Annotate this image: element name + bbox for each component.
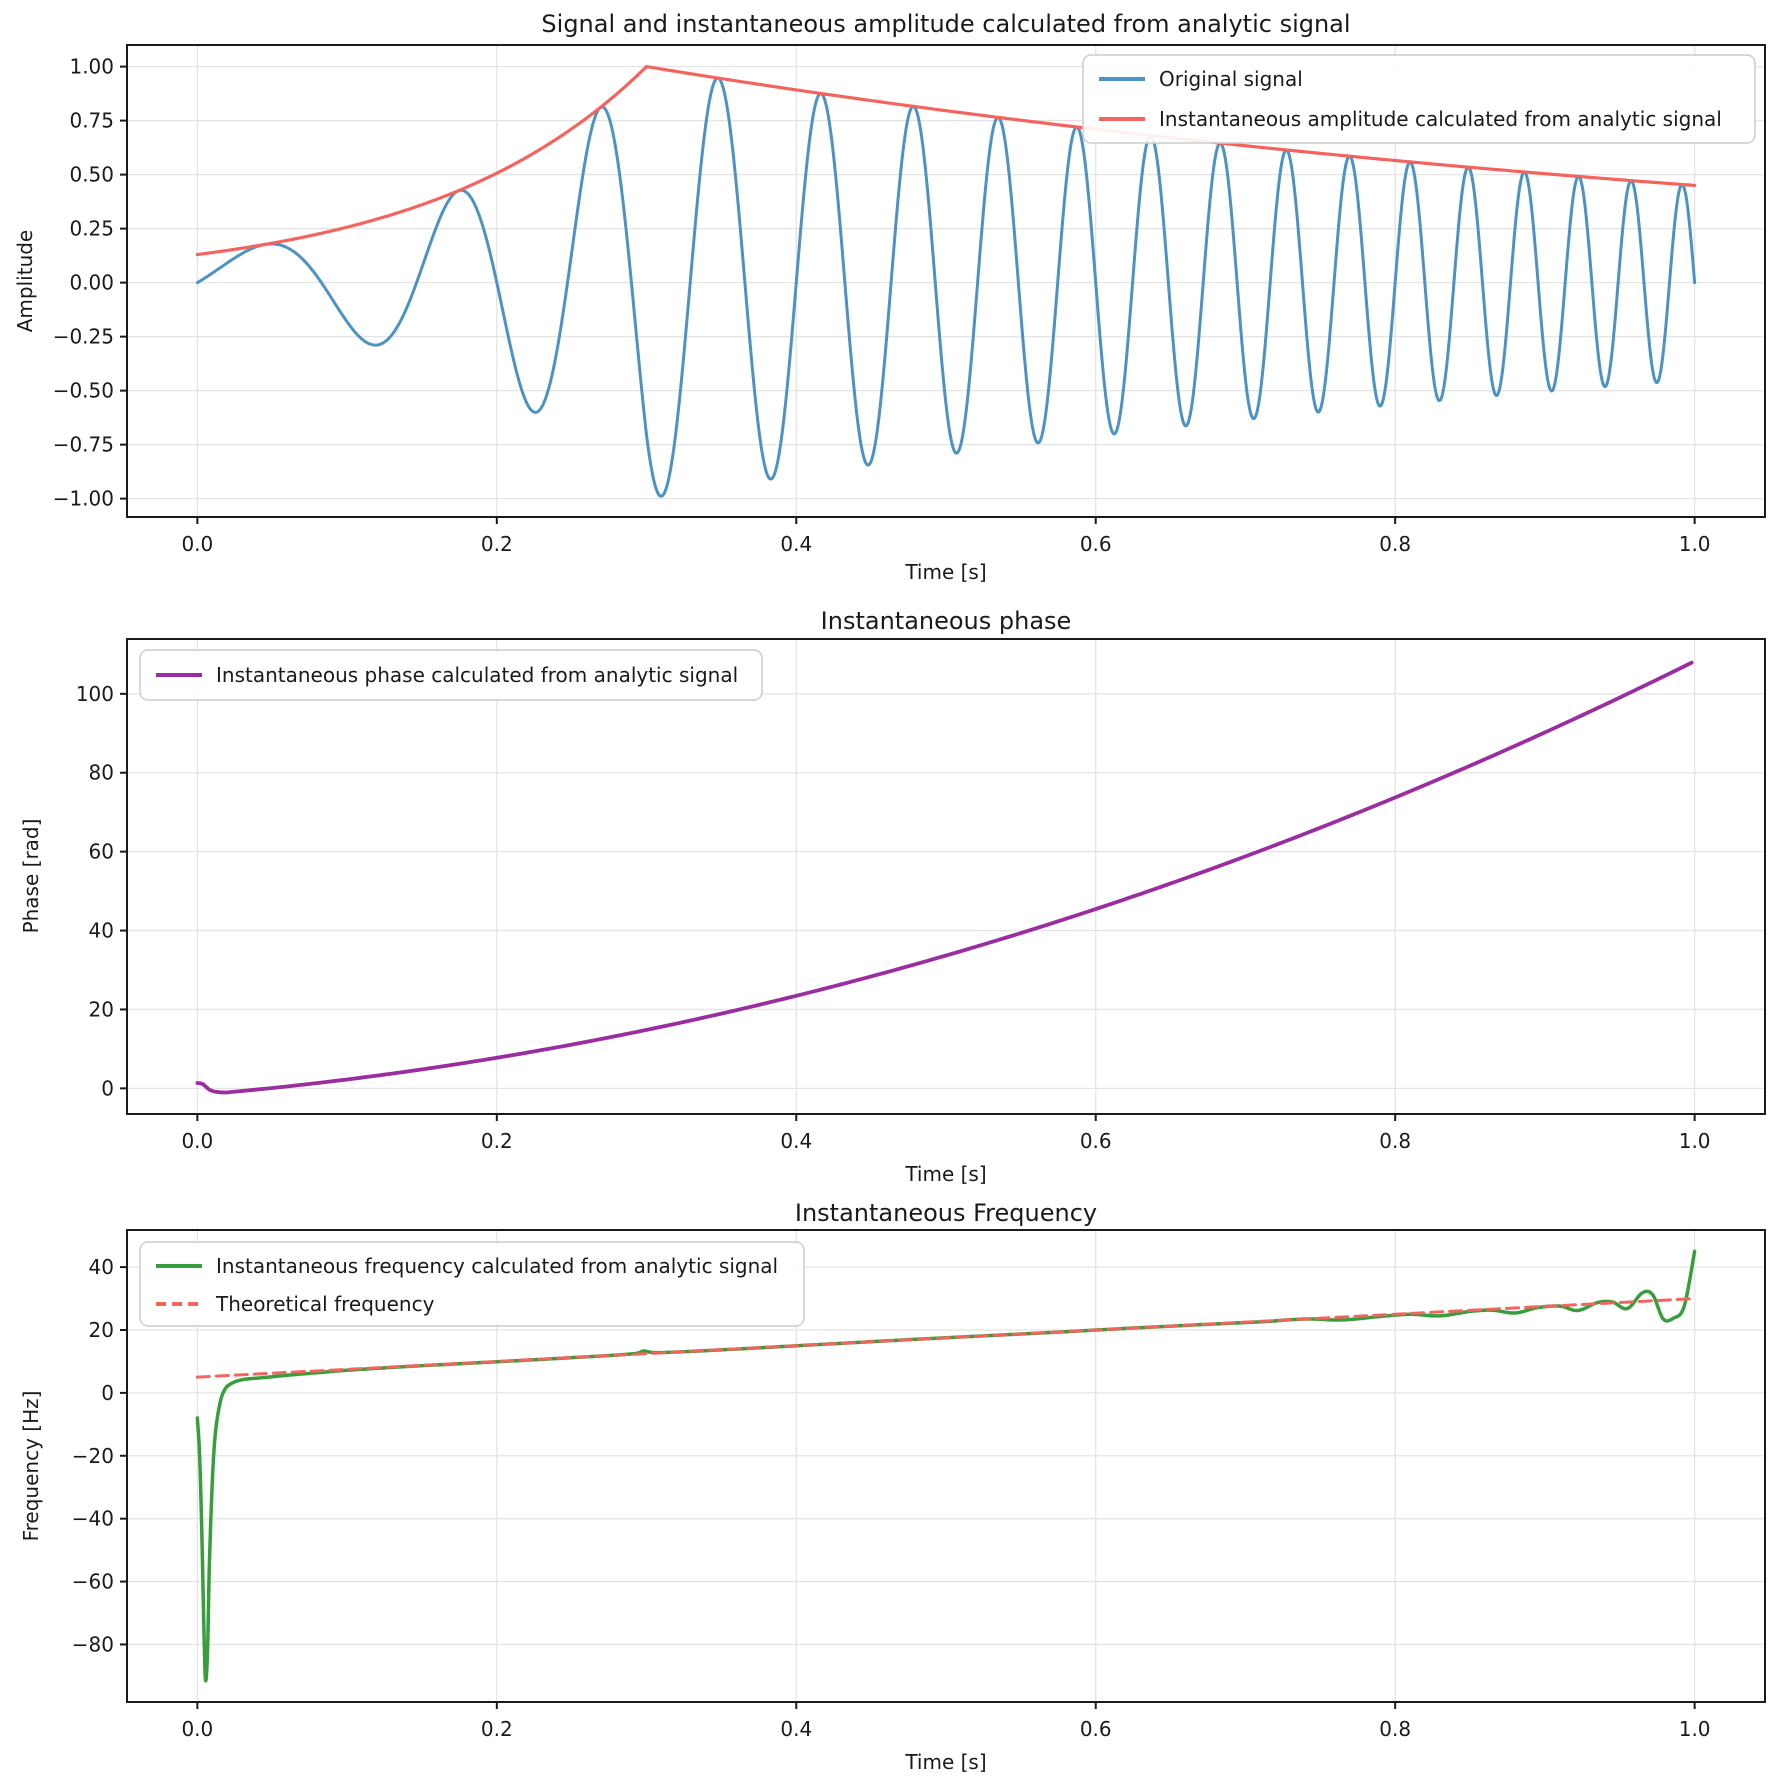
svg-text:80: 80 [89, 761, 114, 785]
amplitude-plot-spines [126, 44, 1766, 518]
svg-text:0.75: 0.75 [69, 109, 114, 133]
frequency-plot-title: Instantaneous Frequency [794, 1199, 1098, 1227]
phase-plot-spines [126, 638, 1766, 1115]
amplitude-plot-xlabel: Time [s] [905, 560, 987, 584]
phase-plot-grid [127, 639, 1765, 1114]
svg-text:60: 60 [89, 840, 114, 864]
phase-plot-series-0 [195, 660, 1694, 1095]
svg-text:1.0: 1.0 [1679, 532, 1711, 556]
svg-text:0.4: 0.4 [780, 1717, 812, 1741]
phase-plot-legend: Instantaneous phase calculated from anal… [139, 649, 763, 701]
phase-plot-ticks: 0.0 0.2 0.4 0.6 0.8 1.0 0 20 40 60 80 100 [76, 682, 1711, 1153]
svg-text:−1.00: −1.00 [53, 487, 114, 511]
svg-text:0.0: 0.0 [181, 1129, 213, 1153]
svg-text:−40: −40 [72, 1507, 114, 1531]
svg-text:0: 0 [101, 1076, 114, 1100]
svg-text:−0.25: −0.25 [53, 325, 114, 349]
phase-plot-xlabel: Time [s] [905, 1162, 987, 1186]
amplitude-plot-title: Signal and instantaneous amplitude calcu… [541, 10, 1351, 38]
amplitude-plot-ylabel: Amplitude [13, 229, 37, 333]
svg-text:40: 40 [89, 1255, 114, 1279]
svg-text:0.2: 0.2 [481, 1717, 513, 1741]
phase-plot-legend-label-0: Instantaneous phase calculated from anal… [216, 663, 738, 687]
svg-text:0.8: 0.8 [1379, 1717, 1411, 1741]
svg-text:0.8: 0.8 [1379, 1129, 1411, 1153]
svg-text:0.6: 0.6 [1080, 1129, 1112, 1153]
svg-text:0.50: 0.50 [69, 163, 114, 187]
svg-text:0.4: 0.4 [780, 532, 812, 556]
amplitude-plot-series-0 [195, 76, 1697, 498]
svg-text:1.0: 1.0 [1679, 1717, 1711, 1741]
frequency-plot: 0.0 0.2 0.4 0.6 0.8 1.0 40 20 0 −20 −40 −60 −80 Insta… [72, 1229, 1766, 1741]
svg-text:0.00: 0.00 [69, 271, 114, 295]
svg-text:0.2: 0.2 [481, 532, 513, 556]
frequency-plot-legend: Instantaneous frequency calculated from … [139, 1241, 805, 1327]
svg-text:20: 20 [89, 1318, 114, 1342]
svg-text:100: 100 [76, 682, 114, 706]
amplitude-plot-legend-label-0: Original signal [1159, 67, 1303, 91]
svg-text:1.0: 1.0 [1679, 1129, 1711, 1153]
svg-text:−20: −20 [72, 1444, 114, 1468]
frequency-plot-spines [126, 1229, 1766, 1703]
svg-text:0.25: 0.25 [69, 217, 114, 241]
svg-text:20: 20 [89, 997, 114, 1021]
svg-text:0.2: 0.2 [481, 1129, 513, 1153]
svg-text:0: 0 [101, 1381, 114, 1405]
svg-text:−60: −60 [72, 1570, 114, 1594]
svg-text:−0.50: −0.50 [53, 379, 114, 403]
amplitude-plot-ticks: 0.0 0.2 0.4 0.6 0.8 1.0 1.00 0.75 0.50 0.25 0.00 −0… [53, 55, 1711, 556]
svg-text:0.4: 0.4 [780, 1129, 812, 1153]
frequency-plot-legend-label-1: Theoretical frequency [215, 1292, 435, 1316]
amplitude-plot-legend-label-1: Instantaneous amplitude calculated from … [1159, 107, 1722, 131]
svg-text:0.0: 0.0 [181, 532, 213, 556]
svg-text:−0.75: −0.75 [53, 433, 114, 457]
svg-text:0.8: 0.8 [1379, 532, 1411, 556]
svg-text:0.6: 0.6 [1080, 1717, 1112, 1741]
amplitude-plot-legend: Original signal Instantaneous amplitude c… [1082, 54, 1756, 144]
svg-text:0.6: 0.6 [1080, 532, 1112, 556]
frequency-plot-xlabel: Time [s] [905, 1750, 987, 1774]
amplitude-plot: 0.0 0.2 0.4 0.6 0.8 1.0 1.00 0.75 0.50 0.25 0.00 −0… [53, 44, 1766, 556]
svg-text:40: 40 [89, 919, 114, 943]
amplitude-plot-series-1 [195, 65, 1697, 257]
svg-text:0.0: 0.0 [181, 1717, 213, 1741]
phase-plot: 0.0 0.2 0.4 0.6 0.8 1.0 0 20 40 60 80 100 Instantane… [76, 638, 1766, 1153]
svg-text:1.00: 1.00 [69, 55, 114, 79]
svg-text:−80: −80 [72, 1632, 114, 1656]
phase-plot-title: Instantaneous phase [820, 607, 1072, 635]
frequency-plot-legend-label-0: Instantaneous frequency calculated from … [216, 1254, 778, 1278]
frequency-plot-series-1 [195, 1297, 1697, 1379]
phase-plot-ylabel: Phase [rad] [19, 818, 43, 934]
frequency-plot-ylabel: Frequency [Hz] [19, 1390, 43, 1542]
frequency-plot-ticks: 0.0 0.2 0.4 0.6 0.8 1.0 40 20 0 −20 −40 −60 −80 [72, 1255, 1711, 1741]
